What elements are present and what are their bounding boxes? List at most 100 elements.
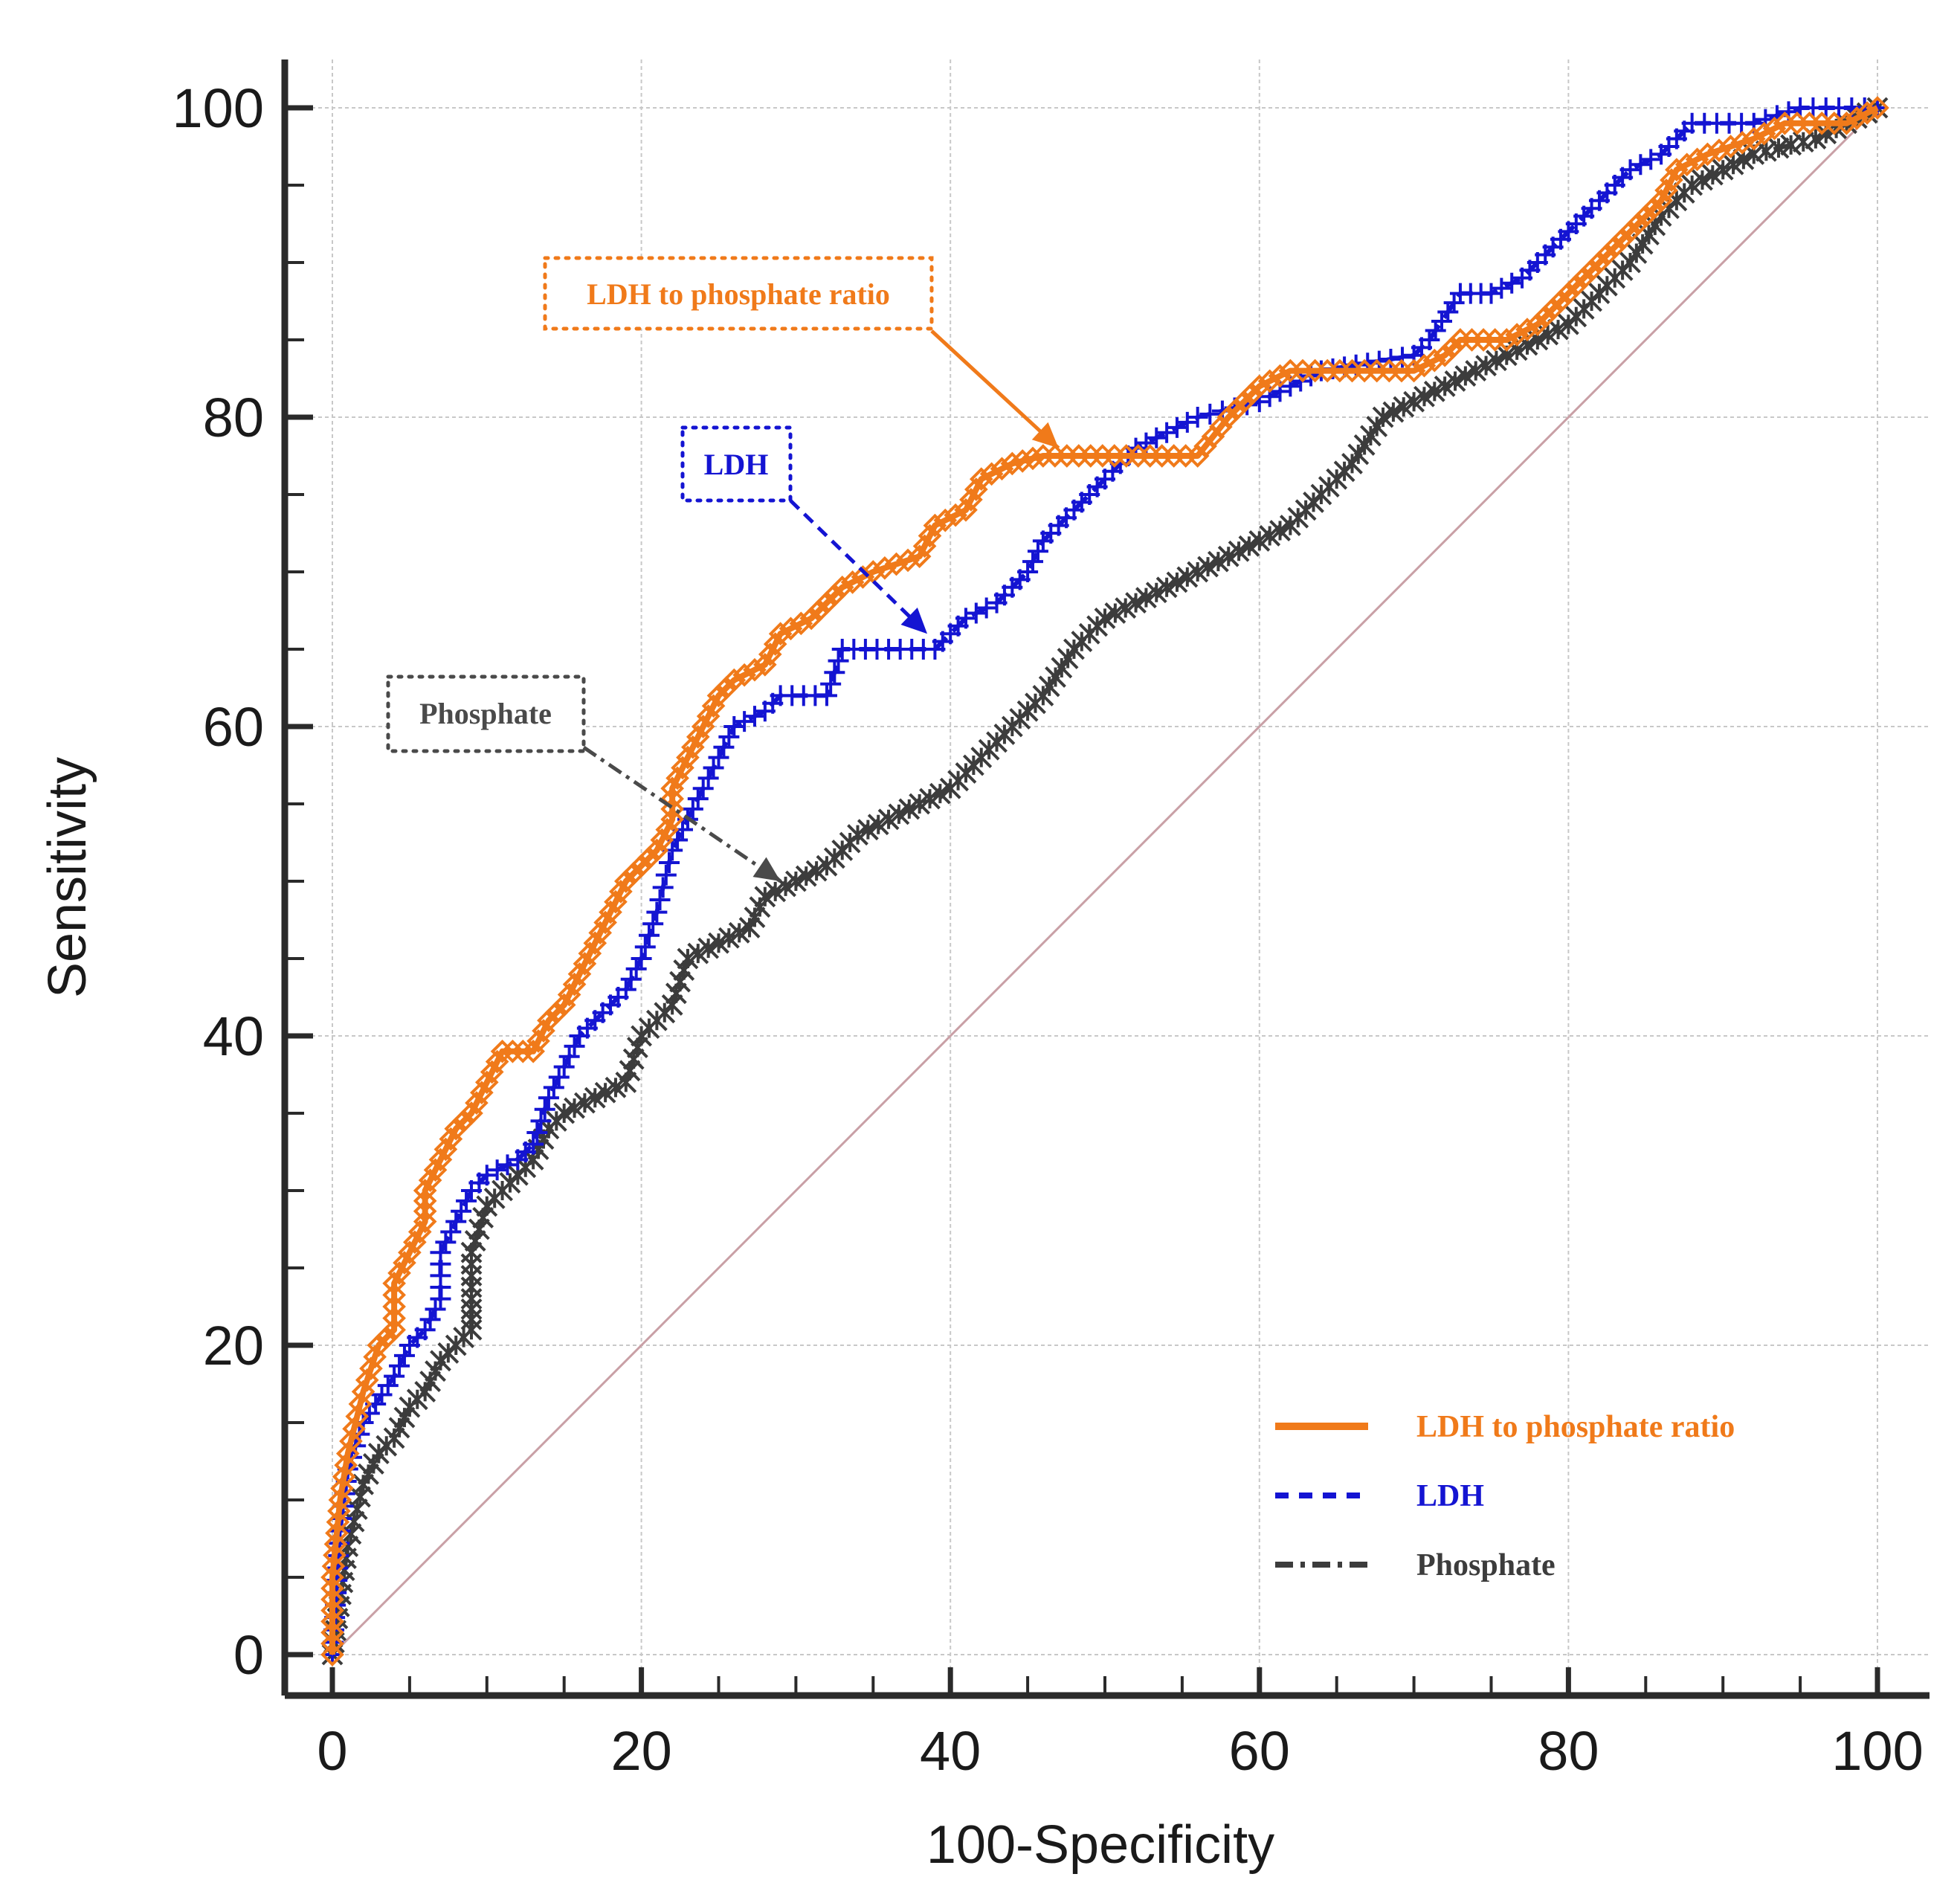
marker-diamond [1422, 348, 1447, 373]
marker-diamond [1626, 212, 1650, 236]
marker-diamond [1602, 235, 1627, 260]
marker-diamond [1707, 138, 1731, 163]
marker-plus [1619, 159, 1641, 181]
marker-diamond [1021, 446, 1045, 471]
marker-diamond [1674, 152, 1699, 177]
x-tick-label: 60 [1229, 1720, 1290, 1782]
marker-diamond [330, 1476, 354, 1501]
marker-asterisk [877, 808, 900, 831]
marker-asterisk [1692, 169, 1713, 191]
callout-arrow-line [930, 329, 1060, 450]
marker-diamond [1641, 196, 1666, 221]
marker-diamond [320, 1609, 344, 1634]
marker-asterisk [1197, 556, 1219, 578]
marker-plus [682, 798, 703, 820]
legend-item-ldh-to-phosphate-ratio: LDH to phosphate ratio [1275, 1410, 1735, 1444]
marker-plus [435, 1231, 457, 1253]
marker-diamond [830, 575, 854, 599]
marker-diamond [1247, 374, 1271, 399]
marker-plus [687, 788, 709, 810]
marker-plus [649, 889, 671, 910]
marker-diamond [1695, 142, 1720, 167]
legend-label: LDH [1416, 1479, 1484, 1513]
y-tick-label: 100 [173, 77, 264, 139]
marker-diamond [815, 590, 839, 615]
marker-asterisk [1125, 592, 1147, 614]
marker-diamond [544, 1000, 569, 1025]
marker-diamond [622, 861, 646, 886]
marker-asterisk [1166, 571, 1188, 593]
marker-diamond [884, 552, 909, 576]
marker-diamond [743, 657, 767, 682]
marker-diamond [660, 787, 684, 811]
y-tick-labels: 0 20 40 60 80 100 [173, 77, 264, 1686]
callout-box [543, 256, 934, 331]
legend-item-ldh: LDH [1275, 1479, 1484, 1513]
marker-diamond [1000, 451, 1025, 476]
marker-diamond [374, 1325, 399, 1350]
marker-asterisk [1382, 401, 1405, 423]
marker-diamond [715, 676, 738, 700]
y-axis-title: Sensitivity [38, 757, 97, 998]
marker-plus [497, 1154, 518, 1176]
marker-diamond [367, 1333, 391, 1357]
marker-plus [425, 1298, 446, 1320]
callout-box [680, 425, 793, 503]
marker-asterisk [1547, 318, 1569, 341]
marker-diamond [321, 1554, 346, 1578]
marker-diamond [413, 1189, 437, 1213]
marker-diamond [1579, 258, 1604, 283]
marker-plus [445, 1211, 467, 1232]
marker-plus [965, 602, 987, 624]
marker-diamond [896, 548, 920, 573]
marker-diamond [1433, 343, 1457, 367]
marker-asterisk [919, 788, 941, 810]
marker-plus [646, 901, 668, 923]
marker-diamond [1495, 328, 1519, 352]
marker-diamond [1595, 242, 1619, 267]
series-layer [320, 96, 1889, 1667]
marker-plus [824, 662, 845, 683]
marker-diamond [1402, 358, 1426, 383]
axes [281, 59, 1930, 1699]
marker-diamond [799, 606, 824, 631]
marker-asterisk [349, 1486, 371, 1508]
marker-asterisk [867, 814, 889, 836]
marker-plus [1187, 407, 1208, 428]
marker-plus [440, 1221, 462, 1243]
marker-asterisk [1155, 576, 1178, 599]
marker-asterisk [784, 870, 807, 892]
marker-asterisk [1403, 390, 1425, 413]
marker-plus [1146, 427, 1167, 448]
callout-label: Phosphate [419, 697, 552, 730]
marker-diamond [320, 1577, 344, 1600]
marker-diamond [332, 1464, 356, 1489]
marker-diamond [326, 1510, 350, 1534]
marker-diamond [1572, 265, 1596, 290]
callout-box [386, 674, 586, 753]
marker-asterisk [1207, 550, 1229, 573]
marker-diamond [348, 1392, 373, 1416]
marker-asterisk [929, 782, 951, 805]
marker-plus [652, 877, 674, 898]
marker-diamond [1834, 111, 1859, 135]
marker-plus [558, 1046, 580, 1067]
marker-plus [530, 1110, 552, 1132]
marker-diamond [789, 611, 813, 636]
marker-diamond [323, 1543, 346, 1568]
marker-asterisk [1187, 561, 1209, 583]
marker-asterisk [346, 1498, 368, 1520]
callout-arrow-line [582, 745, 782, 883]
marker-diamond [706, 683, 731, 708]
marker-diamond [345, 1404, 370, 1429]
marker-asterisk [1145, 582, 1167, 604]
callout-arrow-head [752, 857, 781, 881]
marker-diamond [1752, 121, 1776, 146]
marker-asterisk [1792, 131, 1814, 153]
marker-asterisk [1780, 134, 1802, 156]
marker-plus [451, 1200, 472, 1222]
legend: LDH to phosphate ratio LDH Phosphate [1275, 1410, 1735, 1582]
marker-plus [538, 1087, 559, 1109]
marker-diamond [923, 513, 947, 538]
